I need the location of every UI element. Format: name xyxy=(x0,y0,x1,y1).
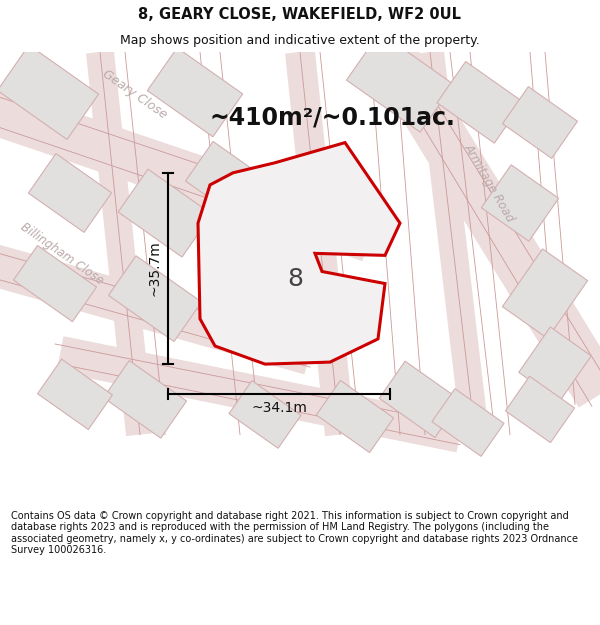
Polygon shape xyxy=(369,39,600,408)
Text: 8, GEARY CLOSE, WAKEFIELD, WF2 0UL: 8, GEARY CLOSE, WAKEFIELD, WF2 0UL xyxy=(139,7,461,22)
Polygon shape xyxy=(285,51,355,436)
Text: Contains OS data © Crown copyright and database right 2021. This information is : Contains OS data © Crown copyright and d… xyxy=(11,511,578,556)
Polygon shape xyxy=(148,48,242,137)
Polygon shape xyxy=(0,79,377,261)
Polygon shape xyxy=(316,381,394,452)
Polygon shape xyxy=(505,376,575,442)
Text: ~410m²/~0.101ac.: ~410m²/~0.101ac. xyxy=(210,106,456,129)
Text: 8: 8 xyxy=(287,266,303,291)
Polygon shape xyxy=(13,246,97,322)
Polygon shape xyxy=(118,169,212,257)
Polygon shape xyxy=(0,238,316,374)
Polygon shape xyxy=(379,361,461,438)
Polygon shape xyxy=(109,256,202,342)
Polygon shape xyxy=(416,51,489,436)
Text: Map shows position and indicative extent of the property.: Map shows position and indicative extent… xyxy=(120,34,480,47)
Polygon shape xyxy=(229,381,301,448)
Polygon shape xyxy=(519,327,591,401)
Text: Geary Close: Geary Close xyxy=(100,68,169,121)
Polygon shape xyxy=(56,336,464,452)
Polygon shape xyxy=(28,154,112,232)
Polygon shape xyxy=(86,51,154,436)
Polygon shape xyxy=(185,141,274,224)
Polygon shape xyxy=(437,61,523,143)
Polygon shape xyxy=(0,45,98,139)
Polygon shape xyxy=(198,142,400,364)
Polygon shape xyxy=(432,389,504,456)
Text: Armitage Road: Armitage Road xyxy=(462,141,517,224)
Text: Billingham Close: Billingham Close xyxy=(18,220,106,287)
Polygon shape xyxy=(103,361,187,438)
Polygon shape xyxy=(481,165,559,241)
Text: ~34.1m: ~34.1m xyxy=(251,401,307,416)
Polygon shape xyxy=(503,87,577,158)
Text: ~35.7m: ~35.7m xyxy=(147,241,161,296)
Polygon shape xyxy=(38,359,112,429)
Polygon shape xyxy=(347,32,454,132)
Polygon shape xyxy=(502,249,587,338)
